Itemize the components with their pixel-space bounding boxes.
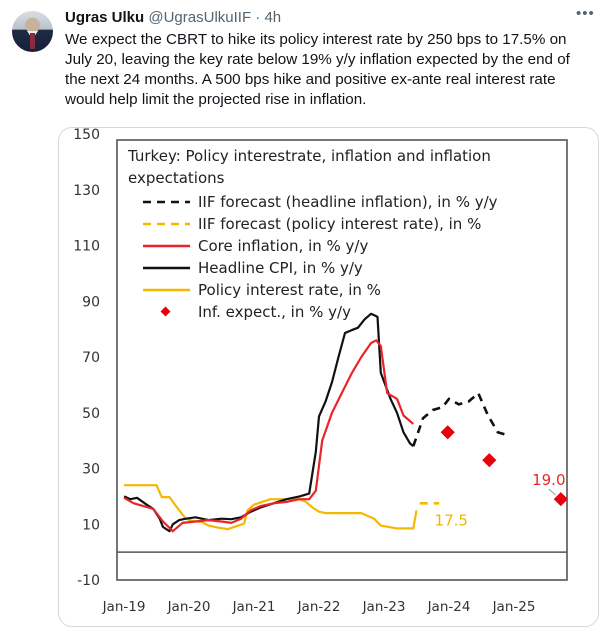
inflation-expectation-marker xyxy=(440,425,455,440)
iif-forecast-headline-inflation-in-y-y-line xyxy=(412,391,508,447)
separator-dot: · xyxy=(255,9,261,26)
x-tick-label: Jan-19 xyxy=(102,599,146,615)
y-tick-label: 130 xyxy=(73,183,100,199)
x-tick-label: Jan-22 xyxy=(297,599,341,615)
x-tick-label: Jan-23 xyxy=(362,599,406,615)
legend-item: IIF forecast (headline inflation), in % … xyxy=(143,193,498,211)
y-tick-label: 50 xyxy=(82,406,100,422)
annotation-label: 17.5 xyxy=(435,511,468,529)
timestamp[interactable]: 4h xyxy=(264,9,282,26)
y-tick-label: 30 xyxy=(82,462,100,478)
avatar[interactable] xyxy=(12,11,53,52)
legend-label: IIF forecast (headline inflation), in % … xyxy=(198,193,498,211)
legend-label: IIF forecast (policy interest rate), in … xyxy=(198,215,481,233)
legend-item: Headline CPI, in % y/y xyxy=(143,259,363,277)
tweet-text-line: We expect the CBRT to hike its policy in… xyxy=(65,31,567,48)
legend-item: Core inflation, in % y/y xyxy=(143,237,368,255)
legend-label: Core inflation, in % y/y xyxy=(198,237,368,255)
avatar-tie xyxy=(30,33,35,49)
core-inflation-in-y-y-line xyxy=(123,339,415,533)
author-handle[interactable]: @UgrasUlkuIIF xyxy=(148,9,252,26)
more-icon[interactable]: ••• xyxy=(576,5,595,22)
policy-interest-rate-in-line xyxy=(124,484,418,531)
legend-item: Policy interest rate, in % xyxy=(143,281,381,299)
annotations: 17.5 19.0 xyxy=(435,471,566,529)
author-name[interactable]: Ugras Ulku xyxy=(65,9,145,26)
tweet-text-line: July 20, leaving the key rate below 19% … xyxy=(65,51,570,68)
y-tick-label: 110 xyxy=(73,239,100,255)
tweet-text-line: would help limit the projected rise in i… xyxy=(65,91,367,108)
chart-title-line-1: Turkey: Policy interestrate, inflation a… xyxy=(127,147,491,165)
annotation-label: 19.0 xyxy=(532,471,565,489)
y-tick-label: 70 xyxy=(82,350,100,366)
y-tick-label: -10 xyxy=(77,573,100,589)
series xyxy=(123,312,568,533)
x-tick-label: Jan-24 xyxy=(427,599,471,615)
tweet-header: Ugras Ulku @UgrasUlkuIIF · 4h xyxy=(65,9,281,27)
legend-swatch-diamond xyxy=(160,306,171,317)
legend-label: Policy interest rate, in % xyxy=(198,281,381,299)
x-tick-label: Jan-20 xyxy=(167,599,211,615)
legend: IIF forecast (headline inflation), in % … xyxy=(143,193,498,321)
chart-title-line-2: expectations xyxy=(128,169,225,187)
legend-item: Inf. expect., in % y/y xyxy=(160,303,351,321)
legend-label: Headline CPI, in % y/y xyxy=(198,259,363,277)
y-axis-ticks: 150 130 110 90 70 50 30 10 -10 xyxy=(73,127,100,589)
annotation-leader xyxy=(548,488,557,496)
inflation-expectation-marker xyxy=(482,453,497,468)
y-tick-label: 10 xyxy=(82,517,100,533)
x-tick-label: Jan-25 xyxy=(492,599,536,615)
legend-label: Inf. expect., in % y/y xyxy=(198,303,351,321)
x-tick-label: Jan-21 xyxy=(232,599,276,615)
plot-frame xyxy=(116,139,568,581)
tweet-text-line: the next 24 months. A 500 bps hike and p… xyxy=(65,71,556,88)
headline-cpi-in-y-y-line xyxy=(123,312,415,533)
y-tick-label: 90 xyxy=(82,294,100,310)
y-tick-label: 150 xyxy=(73,127,100,143)
media-card[interactable] xyxy=(58,127,599,627)
x-axis-ticks: Jan-19 Jan-20 Jan-21 Jan-22 Jan-23 Jan-24 Jan-… xyxy=(102,599,536,615)
legend-item: IIF forecast (policy interest rate), in … xyxy=(143,215,481,233)
inflation-expectation-marker xyxy=(553,492,568,507)
tweet-text: We expect the CBRT to hike its policy in… xyxy=(65,30,605,110)
